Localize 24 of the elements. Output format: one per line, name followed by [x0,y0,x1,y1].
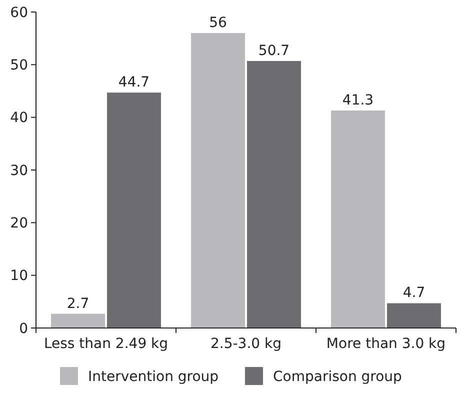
y-tick-label: 10 [10,268,28,284]
x-tick-label: More than 3.0 kg [326,336,446,352]
y-tick-label: 20 [10,216,28,232]
legend-label: Intervention group [88,368,219,385]
y-tick-label: 50 [10,58,28,74]
data-label: 56 [209,15,227,32]
data-label: 2.7 [66,296,90,312]
data-label: 41.3 [342,92,374,108]
data-label: 44.7 [118,74,150,91]
y-tick-label: 60 [10,4,28,21]
data-label: 4.7 [402,285,426,302]
bar [191,33,245,328]
bar [331,110,385,328]
bar [387,303,441,328]
bar [51,314,105,328]
y-tick-label: 30 [10,162,28,179]
y-tick-label: 0 [19,320,28,337]
bar [107,92,161,328]
x-tick-label: Less than 2.49 kg [44,336,168,352]
bar [247,60,301,328]
y-tick-label: 40 [10,110,28,126]
data-label: 50.7 [258,42,290,59]
x-tick-label: 2.5-3.0 kg [210,336,282,352]
legend-label: Comparison group [273,368,402,385]
